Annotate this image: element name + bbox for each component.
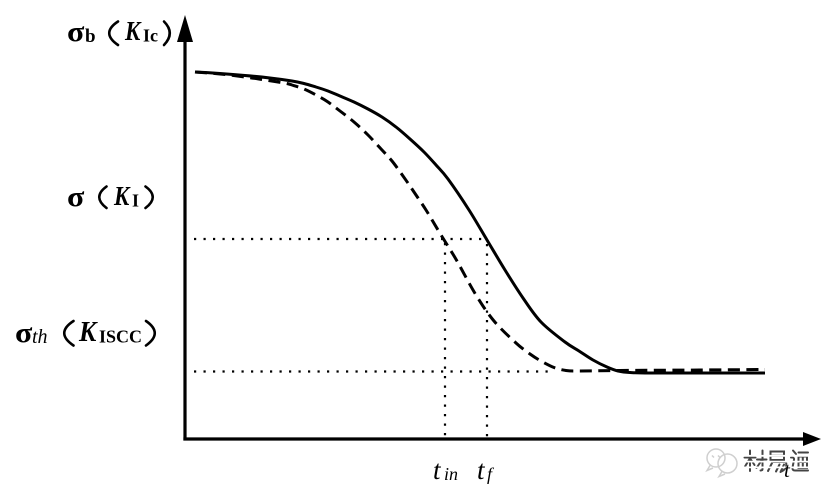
svg-text:Ic: Ic — [143, 26, 158, 46]
svg-text:σ: σ — [15, 316, 33, 348]
svg-text:f: f — [487, 464, 495, 484]
svg-text:K: K — [124, 17, 142, 46]
svg-text:t: t — [784, 458, 791, 482]
svg-text:t: t — [433, 455, 442, 485]
svg-text:K: K — [78, 316, 98, 347]
svg-text:K: K — [113, 182, 131, 211]
svg-text:th: th — [32, 326, 48, 348]
svg-text:σ: σ — [67, 180, 85, 212]
svg-text:σ: σ — [67, 15, 85, 47]
svg-text:I: I — [132, 191, 139, 211]
svg-text:in: in — [444, 464, 458, 484]
svg-text:ISCC: ISCC — [99, 327, 142, 347]
svg-text:b: b — [85, 26, 96, 47]
svg-text:t: t — [477, 455, 486, 485]
